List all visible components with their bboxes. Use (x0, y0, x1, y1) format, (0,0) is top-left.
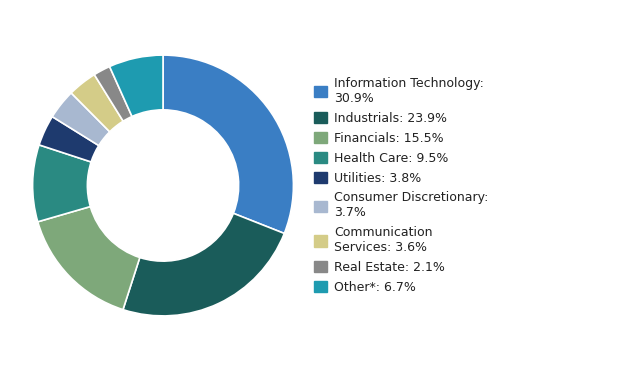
Wedge shape (39, 116, 99, 162)
Wedge shape (110, 55, 163, 116)
Wedge shape (38, 207, 140, 310)
Wedge shape (71, 75, 123, 132)
Wedge shape (163, 55, 293, 233)
Wedge shape (123, 213, 284, 316)
Legend: Information Technology:
30.9%, Industrials: 23.9%, Financials: 15.5%, Health Car: Information Technology: 30.9%, Industria… (310, 73, 493, 298)
Wedge shape (52, 93, 110, 145)
Wedge shape (33, 145, 91, 222)
Wedge shape (94, 66, 132, 121)
